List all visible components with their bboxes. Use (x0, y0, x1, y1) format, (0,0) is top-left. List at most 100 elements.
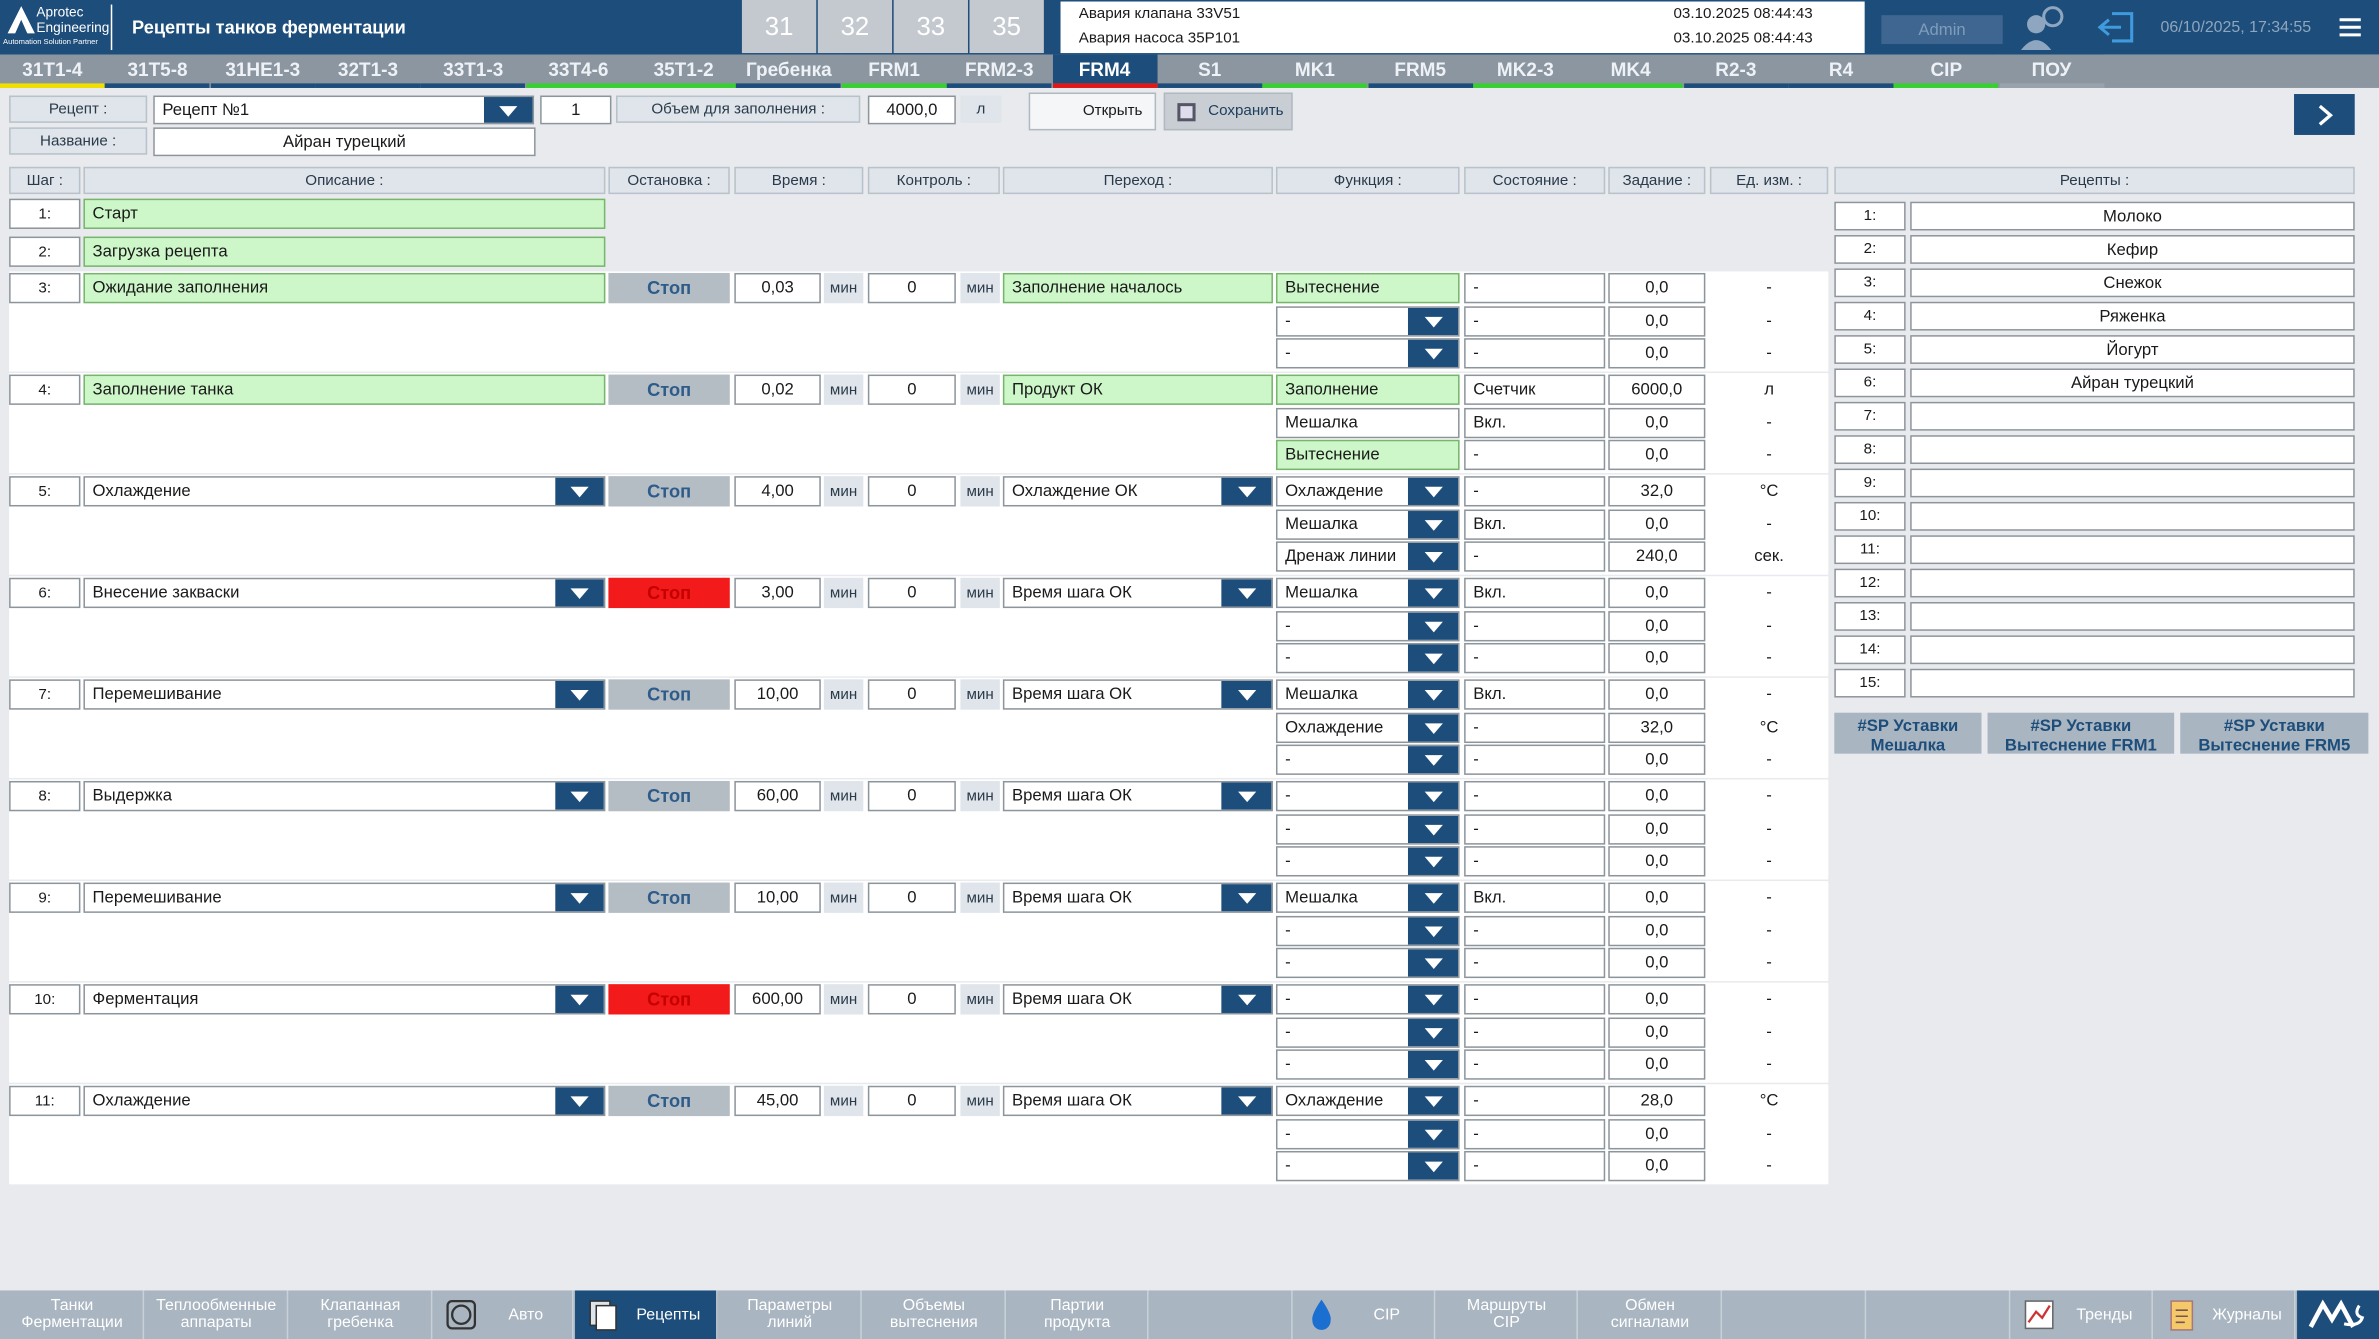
user-box[interactable]: Admin (1881, 15, 2003, 44)
dropdown-arrow[interactable] (1407, 307, 1459, 335)
nav-button[interactable]: Теплообменные аппараты (145, 1290, 289, 1339)
tab[interactable]: 31T5-8 (105, 54, 210, 84)
step-control[interactable]: 0 (867, 272, 956, 304)
recipe-list-name[interactable] (1910, 568, 2355, 598)
function-select[interactable]: - (1275, 1118, 1460, 1149)
nav-button[interactable]: Тренды (2011, 1290, 2153, 1339)
step-transition[interactable]: Время шага ОК (1002, 780, 1273, 812)
step-control[interactable]: 0 (867, 780, 956, 812)
step-description[interactable]: Выдержка (83, 780, 606, 812)
dropdown-arrow[interactable] (1407, 542, 1459, 571)
step-time[interactable]: 0,02 (734, 374, 821, 405)
step-transition[interactable]: Время шага ОК (1002, 679, 1273, 710)
tab[interactable]: MK2-3 (1473, 54, 1578, 84)
recipe-list-name[interactable] (1910, 668, 2355, 698)
dropdown-arrow[interactable] (1407, 1119, 1459, 1148)
dropdown-arrow[interactable] (555, 477, 604, 505)
nav-button[interactable]: Рецепты (575, 1290, 718, 1339)
function-setpoint[interactable]: 0,0 (1608, 338, 1706, 369)
function-select[interactable]: - (1275, 610, 1460, 641)
function-select[interactable]: Мешалка (1275, 882, 1460, 913)
dropdown-arrow[interactable] (1407, 680, 1459, 709)
step-transition[interactable]: Охлаждение ОК (1002, 476, 1273, 507)
dropdown-arrow[interactable] (1407, 746, 1459, 774)
dropdown-arrow[interactable] (555, 985, 604, 1013)
step-description[interactable]: Охлаждение (83, 476, 606, 507)
recipe-list-name[interactable] (1910, 501, 2355, 531)
tab[interactable]: 33T1-3 (420, 54, 526, 84)
function-select[interactable]: - (1275, 780, 1460, 812)
dropdown-arrow[interactable] (1407, 949, 1459, 977)
tab[interactable]: ПОУ (1999, 54, 2104, 84)
function-setpoint[interactable]: 0,0 (1608, 305, 1706, 336)
save-button[interactable]: Сохранить (1163, 92, 1293, 131)
recipe-name[interactable]: Айран турецкий (153, 127, 536, 157)
dropdown-arrow[interactable] (1407, 847, 1459, 875)
nav-button[interactable]: Клапанная гребенка (289, 1290, 433, 1339)
tab[interactable]: FRM4 (1052, 54, 1157, 84)
step-description[interactable]: Внесение закваски (83, 577, 606, 609)
tab[interactable]: CIP (1893, 54, 1999, 84)
nav-button[interactable]: Обмен сигналами (1579, 1290, 1723, 1339)
function-setpoint[interactable]: 0,0 (1608, 1118, 1706, 1149)
function-setpoint[interactable]: 0,0 (1608, 780, 1706, 812)
tab[interactable]: FRM2-3 (946, 54, 1052, 84)
nav-button[interactable]: Параметры линий (719, 1290, 862, 1339)
dropdown-arrow[interactable] (1407, 916, 1459, 944)
stop-button[interactable]: Стоп (608, 476, 730, 507)
function-select[interactable]: - (1275, 947, 1460, 979)
function-setpoint[interactable]: 0,0 (1608, 813, 1706, 844)
dropdown-arrow[interactable] (1407, 510, 1459, 538)
function-setpoint[interactable]: 32,0 (1608, 711, 1706, 743)
tank-button[interactable]: 33 (893, 0, 968, 54)
nav-button[interactable]: Маршруты CIP (1436, 1290, 1578, 1339)
function-select[interactable]: - (1275, 1049, 1460, 1080)
nav-button[interactable]: Танки Ферментации (1, 1290, 145, 1339)
dropdown-arrow[interactable] (1221, 477, 1272, 505)
recipe-number[interactable]: 1 (540, 95, 612, 125)
dropdown-arrow[interactable] (555, 884, 604, 912)
function-select[interactable]: Охлаждение (1275, 476, 1460, 507)
tab[interactable]: 33T4-6 (526, 54, 631, 84)
stop-button[interactable]: Стоп (608, 780, 730, 812)
stop-button[interactable]: Стоп (608, 679, 730, 710)
step-description[interactable]: Перемешивание (83, 882, 606, 913)
dropdown-arrow[interactable] (1407, 611, 1459, 640)
tab[interactable]: 31HE1-3 (210, 54, 316, 84)
next-button[interactable] (2294, 94, 2355, 135)
step-description[interactable]: Охлаждение (83, 1085, 606, 1117)
dropdown-arrow[interactable] (1407, 644, 1459, 672)
recipe-list-name[interactable]: Снежок (1910, 268, 2355, 298)
dropdown-arrow[interactable] (1407, 1018, 1459, 1046)
function-setpoint[interactable]: 0,0 (1608, 744, 1706, 775)
stop-button[interactable]: Стоп (608, 577, 730, 609)
nav-button[interactable]: CIP (1294, 1290, 1436, 1339)
function-setpoint[interactable]: 28,0 (1608, 1085, 1706, 1117)
setpoint-button[interactable]: #SP Уставки Мешалка (1834, 712, 1982, 754)
function-setpoint[interactable]: 0,0 (1608, 272, 1706, 304)
dropdown-arrow[interactable] (1221, 884, 1272, 912)
function-setpoint[interactable]: 0,0 (1608, 577, 1706, 609)
function-select[interactable]: - (1275, 984, 1460, 1015)
step-time[interactable]: 60,00 (734, 780, 821, 812)
function-setpoint[interactable]: 0,0 (1608, 915, 1706, 946)
step-transition[interactable]: Время шага ОК (1002, 882, 1273, 913)
function-select[interactable]: - (1275, 915, 1460, 946)
function-select[interactable]: Мешалка (1275, 679, 1460, 710)
recipe-list-name[interactable] (1910, 435, 2355, 465)
tank-button[interactable]: 31 (741, 0, 817, 54)
tab[interactable]: MK1 (1262, 54, 1368, 84)
step-control[interactable]: 0 (867, 679, 956, 710)
function-setpoint[interactable]: 0,0 (1608, 439, 1706, 471)
dropdown-arrow[interactable] (1407, 477, 1459, 505)
tab[interactable]: 32T1-3 (315, 54, 421, 84)
tab[interactable]: 35T1-2 (631, 54, 736, 84)
dropdown-arrow[interactable] (1221, 680, 1272, 709)
function-select[interactable]: - (1275, 744, 1460, 775)
recipe-list-name[interactable] (1910, 401, 2355, 431)
function-setpoint[interactable]: 0,0 (1608, 984, 1706, 1015)
function-select[interactable]: - (1275, 305, 1460, 336)
recipe-list-name[interactable]: Ряженка (1910, 301, 2355, 331)
setpoint-button[interactable]: #SP Уставки Вытеснение FRM1 (1987, 712, 2175, 754)
stop-button[interactable]: Стоп (608, 882, 730, 913)
